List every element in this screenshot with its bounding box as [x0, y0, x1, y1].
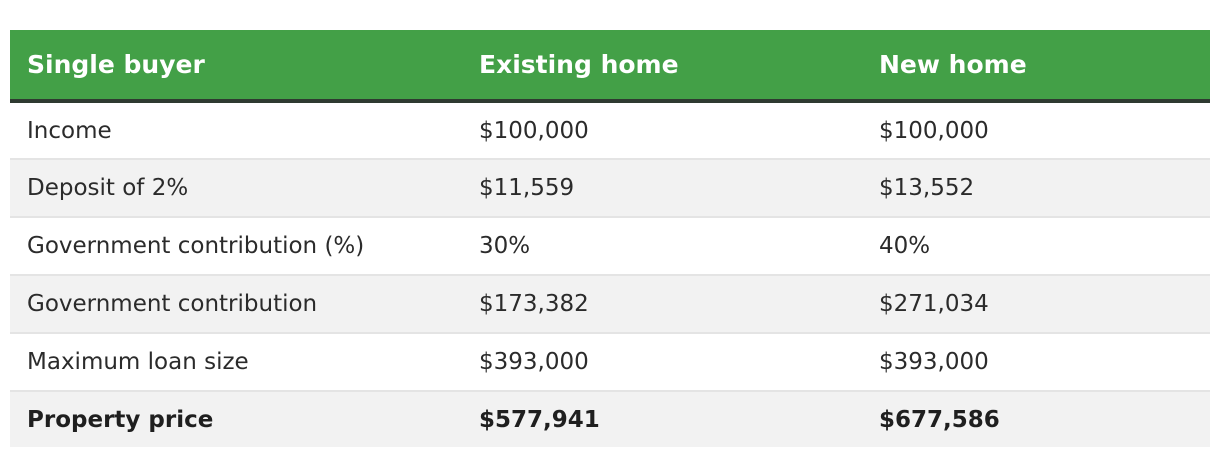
table-header: Single buyer Existing home New home — [10, 30, 1210, 101]
table-row-income: Income $100,000 $100,000 — [10, 101, 1210, 159]
row-label: Income — [27, 117, 112, 144]
existing-home-value: $100,000 — [479, 117, 589, 144]
existing-home-value: $11,559 — [479, 175, 575, 201]
new-home-value: $677,586 — [879, 406, 1000, 433]
table-row-deposit: Deposit of 2% $11,559 $13,552 — [10, 159, 1210, 217]
new-home-value: $100,000 — [879, 117, 989, 144]
new-home-value: $393,000 — [879, 349, 989, 375]
existing-home-value: $577,941 — [479, 406, 600, 433]
header-existing-home: Existing home — [479, 50, 679, 79]
existing-home-value: $393,000 — [479, 349, 589, 375]
existing-home-value: $173,382 — [479, 291, 589, 317]
new-home-value: $13,552 — [879, 175, 975, 201]
header-row: Single buyer Existing home New home — [10, 30, 1210, 101]
single-buyer-comparison-table: Single buyer Existing home New home Inco… — [10, 30, 1210, 447]
header-new-home: New home — [879, 50, 1027, 79]
table-body: Income $100,000 $100,000 Deposit of 2% $… — [10, 101, 1210, 447]
table-row-property-price: Property price $577,941 $677,586 — [10, 391, 1210, 447]
row-label: Government contribution — [27, 291, 318, 317]
new-home-value: $271,034 — [879, 291, 989, 317]
row-label: Deposit of 2% — [27, 175, 189, 201]
comparison-table-container: Single buyer Existing home New home Inco… — [10, 30, 1210, 447]
existing-home-value: 30% — [479, 233, 531, 259]
row-label: Property price — [27, 406, 214, 433]
table-row-government-contribution: Government contribution $173,382 $271,03… — [10, 275, 1210, 333]
table-row-maximum-loan-size: Maximum loan size $393,000 $393,000 — [10, 333, 1210, 391]
new-home-value: 40% — [879, 233, 931, 259]
row-label: Government contribution (%) — [27, 233, 365, 259]
header-single-buyer: Single buyer — [27, 50, 205, 79]
row-label: Maximum loan size — [27, 349, 249, 375]
table-row-government-contribution-percent: Government contribution (%) 30% 40% — [10, 217, 1210, 275]
